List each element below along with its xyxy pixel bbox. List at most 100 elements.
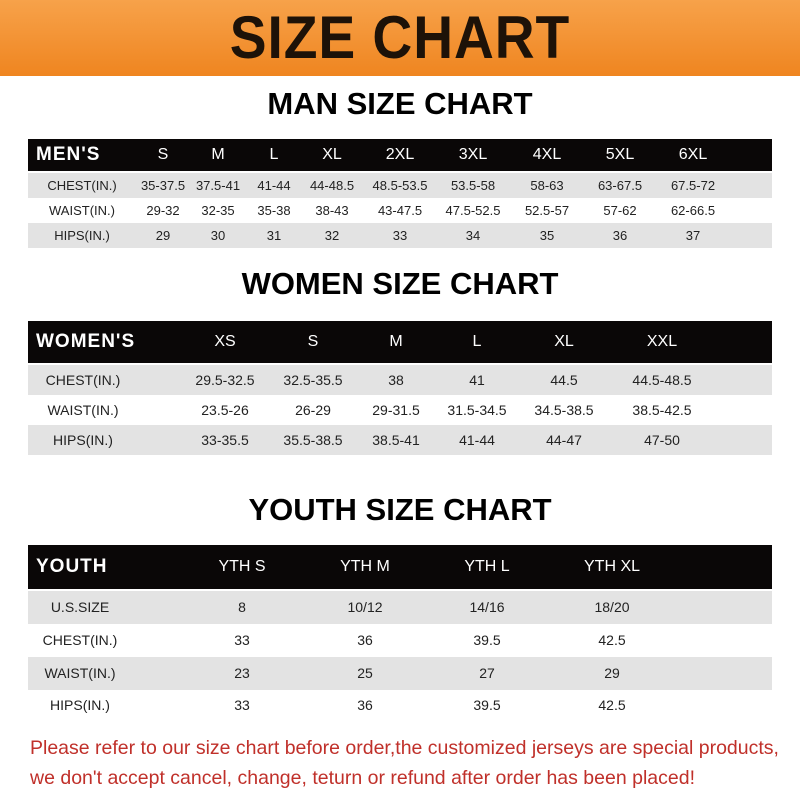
- table-cell: 34: [465, 228, 481, 243]
- table-cell: 25: [357, 665, 373, 681]
- table-cell: 44-47: [546, 432, 582, 448]
- table-label: WOMEN'S: [36, 331, 136, 352]
- table-cell: 67.5-72: [670, 178, 716, 193]
- size-header: YTH M: [340, 558, 390, 575]
- table-cell: 42.5: [598, 632, 626, 648]
- row-label: HIPS(IN.): [53, 432, 113, 448]
- table-cell: 44.5: [550, 372, 578, 388]
- table-row: WAIST(IN.) 23 25 27 29: [28, 657, 772, 690]
- size-header: XL: [554, 333, 574, 350]
- size-header: YTH XL: [583, 558, 641, 575]
- table-cell: 29: [604, 665, 620, 681]
- table-cell: 38-43: [315, 203, 349, 218]
- note-line-2: we don't accept cancel, change, teturn o…: [30, 767, 695, 789]
- table-cell: 39.5: [473, 632, 501, 648]
- table-cell: 43-47.5: [377, 203, 423, 218]
- youth-title: YOUTH SIZE CHART: [248, 492, 552, 527]
- table-cell: 29-31.5: [372, 402, 420, 418]
- table-cell: 41-44: [459, 432, 495, 448]
- size-header: 5XL: [605, 146, 635, 163]
- table-cell: 58-63: [530, 178, 564, 193]
- table-cell: 33: [234, 632, 250, 648]
- size-header: M: [211, 146, 225, 163]
- table-row: CHEST(IN.) 33 36 39.5 42.5: [28, 624, 772, 657]
- table-cell: 34.5-38.5: [534, 402, 594, 418]
- table-cell: 29.5-32.5: [195, 372, 255, 388]
- table-label: YOUTH: [36, 556, 108, 577]
- table-cell: 57-62: [603, 203, 637, 218]
- row-label: WAIST(IN.): [49, 203, 115, 218]
- table-cell: 23.5-26: [201, 402, 249, 418]
- size-header: XS: [214, 333, 236, 350]
- table-label: MEN'S: [36, 144, 101, 165]
- table-cell: 37.5-41: [195, 178, 241, 193]
- table-cell: 47-50: [644, 432, 680, 448]
- table-cell: 8: [238, 599, 246, 615]
- table-cell: 14/16: [469, 599, 505, 615]
- table-cell: 10/12: [347, 599, 383, 615]
- size-header: L: [269, 146, 279, 163]
- table-cell: 38.5-41: [372, 432, 420, 448]
- table-cell: 23: [234, 665, 250, 681]
- table-cell: 48.5-53.5: [372, 178, 428, 193]
- table-cell: 39.5: [473, 697, 501, 713]
- table-cell: 35: [539, 228, 555, 243]
- banner: SIZE CHART: [0, 0, 800, 76]
- table-row: HIPS(IN.) 33 36 39.5 42.5: [28, 690, 772, 720]
- note-line-1: Please refer to our size chart before or…: [30, 737, 779, 759]
- size-header: S: [307, 333, 319, 350]
- table-cell: 53.5-58: [450, 178, 496, 193]
- table-row: HIPS(IN.) 33-35.5 35.5-38.5 38.5-41 41-44 44-…: [28, 425, 772, 455]
- size-header: XL: [322, 146, 342, 163]
- table-cell: 33: [392, 228, 408, 243]
- size-header: 2XL: [385, 146, 415, 163]
- table-row: CHEST(IN.) 35-37.5 37.5-41 41-44 44-48.5 48.5…: [28, 173, 772, 198]
- table-cell: 36: [612, 228, 628, 243]
- table-cell: 29-32: [146, 203, 180, 218]
- table-cell: 32-35: [201, 203, 235, 218]
- women-title: WOMEN SIZE CHART: [241, 266, 559, 301]
- banner-title: SIZE CHART: [229, 4, 571, 71]
- table-cell: 35-38: [257, 203, 291, 218]
- size-header: 6XL: [678, 146, 708, 163]
- order-note: Please refer to our size chart before or…: [30, 733, 780, 793]
- size-header: 4XL: [532, 146, 562, 163]
- table-cell: 38.5-42.5: [632, 402, 692, 418]
- table-cell: 30: [210, 228, 226, 243]
- table-cell: 27: [479, 665, 495, 681]
- table-cell: 37: [685, 228, 701, 243]
- table-cell: 35-37.5: [140, 178, 186, 193]
- table-cell: 35.5-38.5: [283, 432, 343, 448]
- row-label: HIPS(IN.): [54, 228, 110, 243]
- table-cell: 26-29: [295, 402, 331, 418]
- table-cell: 47.5-52.5: [445, 203, 501, 218]
- table-cell: 29: [155, 228, 171, 243]
- table-cell: 44-48.5: [309, 178, 355, 193]
- youth-header-row: YOUTH YTH S YTH M YTH L YTH XL: [28, 545, 772, 589]
- row-label: HIPS(IN.): [50, 697, 110, 713]
- table-cell: 31: [266, 228, 282, 243]
- size-header: XXL: [646, 333, 678, 350]
- table-cell: 32: [324, 228, 340, 243]
- size-header: L: [472, 333, 482, 350]
- row-label: CHEST(IN.): [47, 178, 117, 193]
- table-cell: 41-44: [257, 178, 291, 193]
- table-row: CHEST(IN.) 29.5-32.5 32.5-35.5 38 41 44.5 44.5…: [28, 365, 772, 395]
- row-label: CHEST(IN.): [42, 632, 118, 648]
- men-header-row: MEN'S S M L XL 2XL 3XL 4XL 5XL 6XL: [28, 139, 772, 171]
- table-cell: 33-35.5: [201, 432, 249, 448]
- table-row: HIPS(IN.) 29 30 31 32 33 34 35 36 37: [28, 223, 772, 248]
- row-label: U.S.SIZE: [50, 599, 110, 615]
- size-header: YTH L: [464, 558, 510, 575]
- men-title: MAN SIZE CHART: [267, 86, 533, 121]
- table-cell: 38: [388, 372, 404, 388]
- size-header: 3XL: [458, 146, 488, 163]
- table-row: U.S.SIZE 8 10/12 14/16 18/20: [28, 591, 772, 624]
- table-row: WAIST(IN.) 23.5-26 26-29 29-31.5 31.5-34.5 34…: [28, 395, 772, 425]
- table-cell: 52.5-57: [524, 203, 570, 218]
- size-header: YTH S: [218, 558, 266, 575]
- table-cell: 41: [469, 372, 485, 388]
- row-label: WAIST(IN.): [44, 665, 116, 681]
- size-header: S: [157, 146, 169, 163]
- table-cell: 42.5: [598, 697, 626, 713]
